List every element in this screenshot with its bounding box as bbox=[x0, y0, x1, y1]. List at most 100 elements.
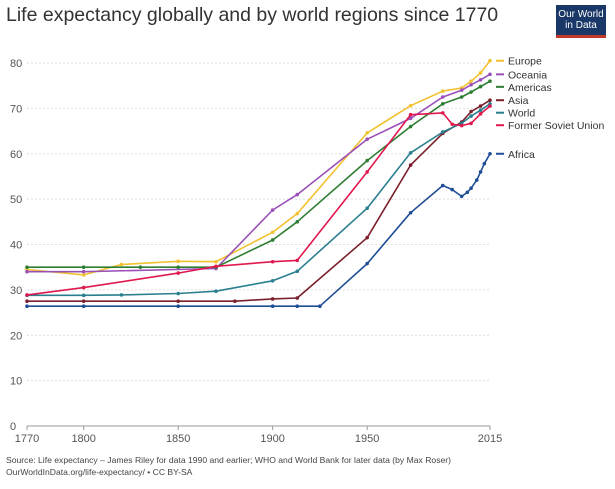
data-point-asia bbox=[295, 296, 300, 300]
series-line-oceania bbox=[27, 73, 491, 273]
data-point-world bbox=[295, 269, 300, 274]
data-point-former-soviet-union bbox=[270, 259, 275, 264]
x-tick-label: 1950 bbox=[355, 433, 379, 445]
series-lines bbox=[25, 58, 492, 309]
data-point-world bbox=[176, 291, 180, 296]
legend-label-former-soviet-union: Former Soviet Union bbox=[508, 120, 604, 132]
data-point-world bbox=[365, 206, 369, 210]
data-point-africa bbox=[81, 304, 86, 309]
data-point-world bbox=[214, 289, 218, 294]
data-point-americas bbox=[459, 95, 464, 99]
data-point-world bbox=[119, 293, 124, 297]
data-point-africa bbox=[25, 304, 29, 309]
x-tick-label: 2015 bbox=[478, 433, 502, 445]
data-point-africa bbox=[488, 151, 492, 156]
data-point-former-soviet-union bbox=[295, 258, 300, 263]
data-point-americas bbox=[440, 102, 445, 106]
data-point-europe bbox=[440, 89, 445, 93]
legend-label-world: World bbox=[508, 108, 535, 120]
data-point-africa bbox=[176, 304, 180, 309]
x-axis-ticks: 1770 1800 1850 1900 1950 2015 bbox=[15, 426, 502, 445]
data-point-oceania bbox=[440, 95, 445, 99]
legend-label-asia: Asia bbox=[508, 95, 529, 107]
data-point-africa bbox=[478, 170, 483, 174]
logo-line-2: in Data bbox=[565, 20, 597, 31]
data-point-europe bbox=[469, 79, 473, 83]
data-point-americas bbox=[478, 84, 483, 89]
data-point-europe bbox=[478, 71, 483, 75]
data-point-oceania bbox=[408, 116, 413, 121]
x-tick-label: 1850 bbox=[166, 433, 190, 445]
data-point-africa bbox=[408, 210, 413, 215]
chart-title: Life expectancy globally and by world re… bbox=[6, 4, 499, 26]
grid-lines bbox=[27, 62, 490, 427]
y-tick-label: 0 bbox=[10, 421, 16, 433]
data-point-former-soviet-union bbox=[81, 285, 86, 290]
data-point-former-soviet-union bbox=[214, 264, 218, 269]
legend-label-europe: Europe bbox=[508, 56, 542, 68]
y-tick-label: 40 bbox=[10, 240, 22, 252]
data-point-former-soviet-union bbox=[25, 293, 29, 297]
data-point-asia bbox=[365, 235, 369, 240]
data-point-africa bbox=[474, 178, 479, 182]
series-line-europe bbox=[26, 60, 491, 276]
data-point-former-soviet-union bbox=[365, 170, 369, 174]
data-point-africa bbox=[450, 187, 455, 192]
y-tick-label: 20 bbox=[10, 330, 22, 342]
data-point-world bbox=[478, 108, 483, 112]
data-point-former-soviet-union bbox=[478, 112, 483, 116]
data-point-europe bbox=[295, 211, 300, 216]
data-point-oceania bbox=[365, 137, 369, 142]
data-point-former-soviet-union bbox=[408, 112, 413, 117]
data-point-americas bbox=[469, 90, 473, 94]
data-point-europe bbox=[81, 273, 86, 277]
data-point-former-soviet-union bbox=[450, 122, 455, 127]
data-point-europe bbox=[119, 262, 124, 267]
data-point-americas bbox=[270, 238, 275, 242]
data-point-asia bbox=[469, 109, 473, 114]
data-point-americas bbox=[25, 265, 29, 269]
data-point-africa bbox=[270, 304, 275, 309]
data-point-world bbox=[469, 114, 473, 118]
data-point-oceania bbox=[478, 77, 483, 82]
data-point-africa bbox=[295, 304, 300, 309]
data-point-africa bbox=[465, 190, 470, 195]
y-tick-label: 60 bbox=[10, 149, 22, 161]
data-point-former-soviet-union bbox=[459, 123, 464, 128]
data-point-former-soviet-union bbox=[440, 111, 445, 115]
y-tick-label: 80 bbox=[10, 58, 22, 70]
data-point-americas bbox=[295, 220, 300, 224]
data-point-africa bbox=[482, 161, 487, 166]
data-point-oceania bbox=[295, 192, 300, 197]
data-point-world bbox=[408, 151, 413, 155]
legend-label-americas: Americas bbox=[508, 82, 552, 94]
data-point-europe bbox=[214, 259, 218, 264]
data-point-asia bbox=[408, 163, 413, 167]
source-line-2: OurWorldInData.org/life-expectancy/ • CC… bbox=[6, 467, 193, 477]
data-point-asia bbox=[270, 297, 275, 301]
our-world-in-data-logo[interactable]: Our World in Data bbox=[556, 5, 606, 38]
y-tick-label: 50 bbox=[10, 194, 22, 206]
data-point-europe bbox=[408, 103, 413, 108]
series-line-world bbox=[27, 103, 491, 297]
data-point-asia bbox=[233, 299, 237, 304]
data-point-oceania bbox=[469, 82, 473, 87]
data-point-oceania bbox=[488, 72, 492, 77]
legend-label-oceania: Oceania bbox=[508, 69, 547, 81]
legend-label-africa: Africa bbox=[508, 149, 535, 161]
y-tick-label: 10 bbox=[10, 376, 22, 388]
source-line-1: Source: Life expectancy – James Riley fo… bbox=[6, 455, 452, 465]
y-tick-label: 70 bbox=[10, 103, 22, 115]
data-point-africa bbox=[365, 261, 369, 266]
logo-line-1: Our World bbox=[558, 9, 604, 20]
x-tick-label: 1770 bbox=[15, 433, 39, 445]
data-point-asia bbox=[488, 98, 492, 103]
data-point-oceania bbox=[25, 269, 29, 274]
data-point-europe bbox=[176, 259, 180, 264]
data-point-former-soviet-union bbox=[176, 271, 180, 275]
data-point-americas bbox=[176, 265, 180, 269]
data-point-americas bbox=[81, 265, 86, 269]
data-point-americas bbox=[488, 79, 492, 83]
